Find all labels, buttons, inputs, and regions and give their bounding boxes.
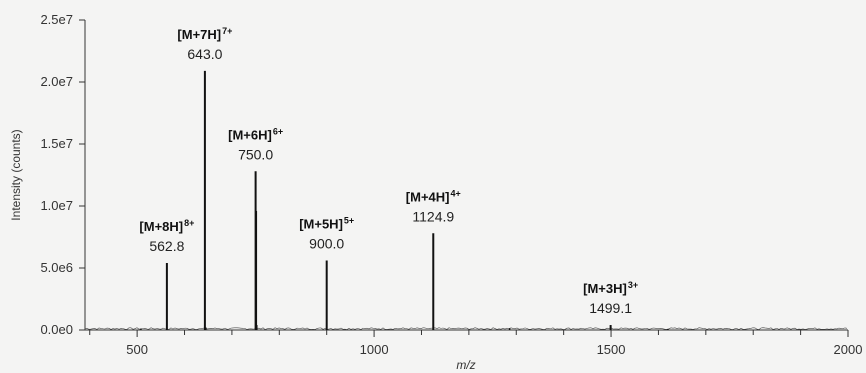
mz-value-label: 1499.1 [589,300,632,316]
baseline-noise [84,327,848,330]
ion-label: [M+7H]7+ [177,26,232,42]
mz-value-label: 643.0 [187,46,222,62]
ion-charge: 6+ [273,126,283,136]
ion-formula: [M+4H] [406,189,450,204]
ion-formula: [M+5H] [299,217,343,232]
y-tick-label: 1.5e7 [40,136,73,151]
y-tick-label: 5.0e6 [40,260,73,275]
y-tick-label: 1.0e7 [40,198,73,213]
y-tick-label: 0.0e0 [40,322,73,337]
x-tick-label: 1000 [360,342,389,357]
ion-charge: 3+ [628,280,638,290]
x-axis-title: m/z [456,358,475,372]
mz-value-label: 1124.9 [412,208,454,224]
ion-label: [M+6H]6+ [228,126,283,142]
x-tick-label: 2000 [834,342,863,357]
y-tick-label: 2.0e7 [40,74,73,89]
ion-label: [M+3H]3+ [583,280,638,296]
axes: Intensity (counts) m/z [9,20,848,372]
ion-formula: [M+8H] [139,219,183,234]
peak-labels: [M+8H]8+562.8[M+7H]7+643.0[M+6H]6+750.0[… [139,26,638,316]
y-axis-title: Intensity (counts) [9,129,23,220]
mz-value-label: 750.0 [238,146,273,162]
mz-value-label: 900.0 [309,236,344,252]
ion-formula: [M+3H] [583,281,627,296]
ion-label: [M+5H]5+ [299,216,354,232]
x-tick-label: 1500 [597,342,626,357]
ion-label: [M+8H]8+ [139,218,194,234]
ion-charge: 5+ [344,216,354,226]
ion-charge: 4+ [450,188,460,198]
y-tick-label: 2.5e7 [40,12,73,27]
ion-formula: [M+7H] [177,27,221,42]
ion-charge: 7+ [222,26,232,36]
ion-label: [M+4H]4+ [406,188,461,204]
ion-charge: 8+ [184,218,194,228]
x-tick-label: 500 [126,342,148,357]
ion-formula: [M+6H] [228,127,272,142]
mz-value-label: 562.8 [149,238,184,254]
axis-ticks: 0.0e0 5.0e6 1.0e7 1.5e7 2.0e7 2.5e7 500 1000 150… [40,12,862,357]
spectrum-peaks [84,70,848,330]
